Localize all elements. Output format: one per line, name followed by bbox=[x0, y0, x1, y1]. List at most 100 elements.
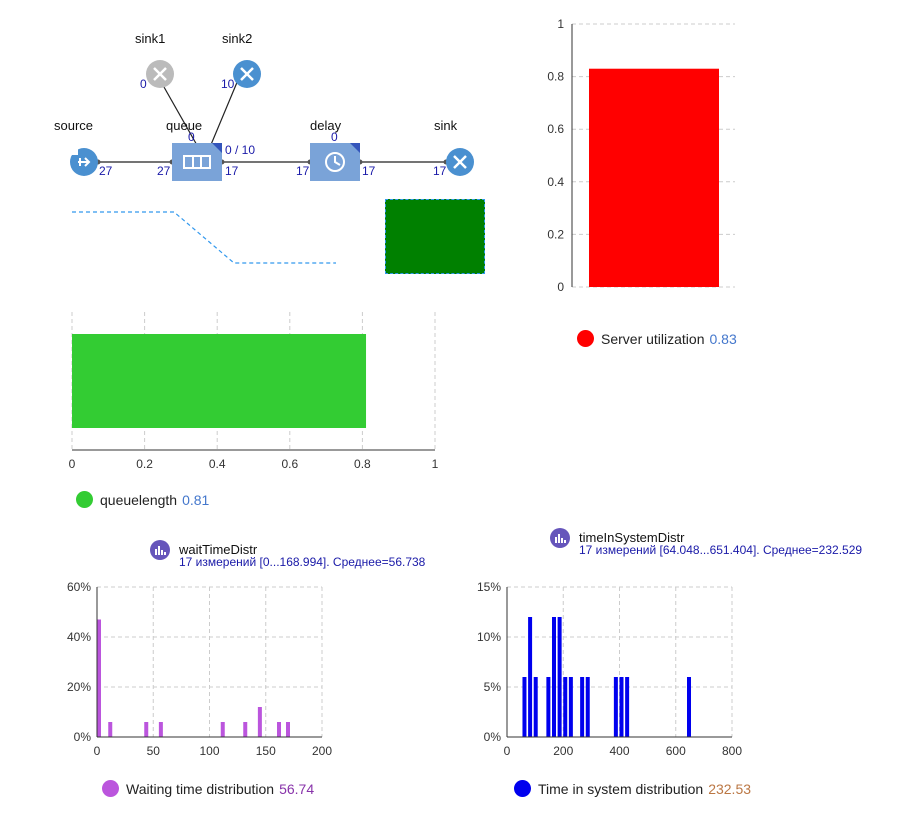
y-tick-label: 20% bbox=[67, 680, 91, 694]
histogram-bar bbox=[585, 677, 590, 737]
time-in-system-legend: Time in system distribution 232.53 bbox=[514, 780, 751, 797]
waiting-time-value: 56.74 bbox=[279, 780, 315, 797]
histogram-bar bbox=[619, 677, 624, 737]
queue-length-chart: 0 0.2 0.4 0.6 0.8 1 bbox=[69, 312, 439, 471]
server-utilization-legend: Server utilization 0.83 bbox=[577, 330, 737, 347]
histogram-bar bbox=[625, 677, 630, 737]
y-tick-label: 0 bbox=[557, 280, 564, 294]
histogram-stats-icon bbox=[550, 528, 570, 548]
waiting-time-legend-label: Waiting time distribution bbox=[126, 780, 275, 797]
y-tick-label: 0.2 bbox=[547, 227, 564, 241]
delay-icon[interactable] bbox=[310, 143, 360, 181]
y-tick-label: 1 bbox=[557, 17, 564, 31]
histogram-bar bbox=[243, 722, 248, 737]
waiting-time-legend: Waiting time distribution 56.74 bbox=[102, 780, 314, 797]
x-tick-label: 0 bbox=[504, 744, 511, 758]
time-in-system-legend-label: Time in system distribution bbox=[538, 780, 704, 797]
queue-count-out: 17 bbox=[225, 164, 239, 178]
histogram-bar bbox=[563, 677, 568, 737]
sink2-icon[interactable] bbox=[233, 60, 261, 88]
histogram-stats-icon bbox=[150, 540, 170, 560]
waiting-time-histogram: 0% 20% 40% 60% 0 50 100 150 200 bbox=[67, 580, 332, 758]
histogram-bar bbox=[533, 677, 538, 737]
x-tick-label: 1 bbox=[432, 457, 439, 471]
x-tick-label: 100 bbox=[199, 744, 219, 758]
histogram-bar bbox=[108, 722, 113, 737]
queue-length-legend-label: queuelength bbox=[100, 491, 178, 508]
connector-queue-sink1 bbox=[159, 79, 199, 148]
histogram-bar bbox=[144, 722, 149, 737]
x-tick-label: 0.4 bbox=[209, 457, 226, 471]
time-in-system-histogram: 0% 5% 10% 15% 0 200 400 600 800 bbox=[477, 580, 742, 758]
wait-time-stats-title: waitTimeDistr bbox=[179, 542, 258, 557]
sink-label: sink bbox=[434, 118, 458, 133]
wait-time-stats-subtitle: 17 измерений [0...168.994]. Среднее=56.7… bbox=[179, 555, 426, 569]
queue-label: queue bbox=[166, 118, 203, 133]
delay-count-out: 17 bbox=[362, 164, 376, 178]
x-tick-label: 150 bbox=[256, 744, 276, 758]
system-time-stats-title: timeInSystemDistr bbox=[579, 530, 685, 545]
y-tick-label: 15% bbox=[477, 580, 501, 594]
server-utilization-bar bbox=[589, 68, 719, 288]
sink-count-in: 17 bbox=[433, 164, 447, 178]
server-utilization-chart: 0 0.2 0.4 0.6 0.8 1 bbox=[547, 17, 735, 294]
x-tick-label: 50 bbox=[147, 744, 161, 758]
queue-length-bar bbox=[72, 334, 367, 428]
source-count-out: 27 bbox=[99, 164, 113, 178]
histogram-bar bbox=[522, 677, 527, 737]
histogram-bar bbox=[286, 722, 290, 737]
histogram-bar bbox=[546, 677, 551, 737]
histogram-bar bbox=[97, 619, 101, 737]
sink2-label: sink2 bbox=[222, 31, 253, 46]
histogram-bar bbox=[568, 677, 573, 737]
queue-capacity: 0 / 10 bbox=[225, 143, 256, 157]
x-tick-label: 800 bbox=[722, 744, 742, 758]
delay-count-in: 17 bbox=[296, 164, 310, 178]
queue-count-in: 27 bbox=[157, 164, 171, 178]
y-tick-label: 0% bbox=[74, 730, 92, 744]
x-tick-label: 400 bbox=[609, 744, 629, 758]
delay-label: delay bbox=[310, 118, 342, 133]
histogram-bar bbox=[277, 722, 281, 737]
source-icon[interactable] bbox=[70, 148, 98, 176]
connector-queue-sink2 bbox=[209, 79, 239, 148]
x-tick-label: 0 bbox=[94, 744, 101, 758]
queue-count-top: 0 bbox=[188, 130, 195, 144]
y-tick-label: 0.6 bbox=[547, 122, 564, 136]
time-in-system-legend-dot bbox=[514, 780, 531, 797]
source-label: source bbox=[54, 118, 94, 133]
x-tick-label: 200 bbox=[553, 744, 573, 758]
sink1-icon[interactable] bbox=[146, 60, 174, 88]
system-time-stats-subtitle: 17 измерений [64.048...651.404]. Среднее… bbox=[579, 543, 863, 557]
sink-icon[interactable] bbox=[446, 148, 474, 176]
delay-count-top: 0 bbox=[331, 130, 338, 144]
sink1-label: sink1 bbox=[135, 31, 166, 46]
x-tick-label: 0 bbox=[69, 457, 76, 471]
queue-length-legend-dot bbox=[76, 491, 93, 508]
histogram-bar bbox=[220, 722, 225, 737]
server-status-indicator bbox=[385, 199, 485, 274]
y-tick-label: 0.8 bbox=[547, 70, 564, 84]
histogram-bar bbox=[557, 617, 562, 737]
server-utilization-value: 0.83 bbox=[709, 330, 737, 347]
histogram-bar bbox=[528, 617, 533, 737]
y-tick-label: 10% bbox=[477, 630, 501, 644]
queue-path-line bbox=[72, 211, 336, 264]
time-in-system-value: 232.53 bbox=[708, 780, 752, 797]
x-tick-label: 0.6 bbox=[281, 457, 298, 471]
y-tick-label: 60% bbox=[67, 580, 91, 594]
queue-icon[interactable] bbox=[172, 143, 222, 181]
histogram-bar bbox=[257, 707, 262, 737]
waiting-time-legend-dot bbox=[102, 780, 119, 797]
x-tick-label: 0.8 bbox=[354, 457, 371, 471]
diagram-connectors bbox=[70, 60, 474, 264]
sink1-count: 0 bbox=[140, 77, 147, 91]
y-tick-label: 40% bbox=[67, 630, 91, 644]
x-tick-label: 200 bbox=[312, 744, 332, 758]
histogram-bar bbox=[580, 677, 585, 737]
sink2-count: 10 bbox=[221, 77, 235, 91]
x-tick-label: 600 bbox=[666, 744, 686, 758]
y-tick-label: 0% bbox=[484, 730, 502, 744]
y-tick-label: 5% bbox=[484, 680, 502, 694]
queue-length-legend: queuelength 0.81 bbox=[76, 491, 209, 508]
